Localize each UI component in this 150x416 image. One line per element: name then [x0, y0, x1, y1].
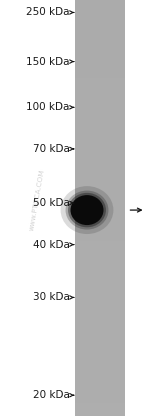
Text: 40 kDa: 40 kDa	[33, 240, 70, 250]
Text: 100 kDa: 100 kDa	[26, 102, 70, 112]
Text: 70 kDa: 70 kDa	[33, 144, 70, 154]
Text: 250 kDa: 250 kDa	[26, 7, 70, 17]
Text: 30 kDa: 30 kDa	[33, 292, 70, 302]
Ellipse shape	[66, 191, 108, 230]
Ellipse shape	[70, 195, 104, 225]
Text: 150 kDa: 150 kDa	[26, 57, 70, 67]
Text: 50 kDa: 50 kDa	[33, 198, 70, 208]
Text: 20 kDa: 20 kDa	[33, 390, 70, 400]
Ellipse shape	[68, 193, 106, 227]
Text: www.PTGCA.COM: www.PTGCA.COM	[29, 168, 46, 231]
Ellipse shape	[61, 186, 113, 234]
